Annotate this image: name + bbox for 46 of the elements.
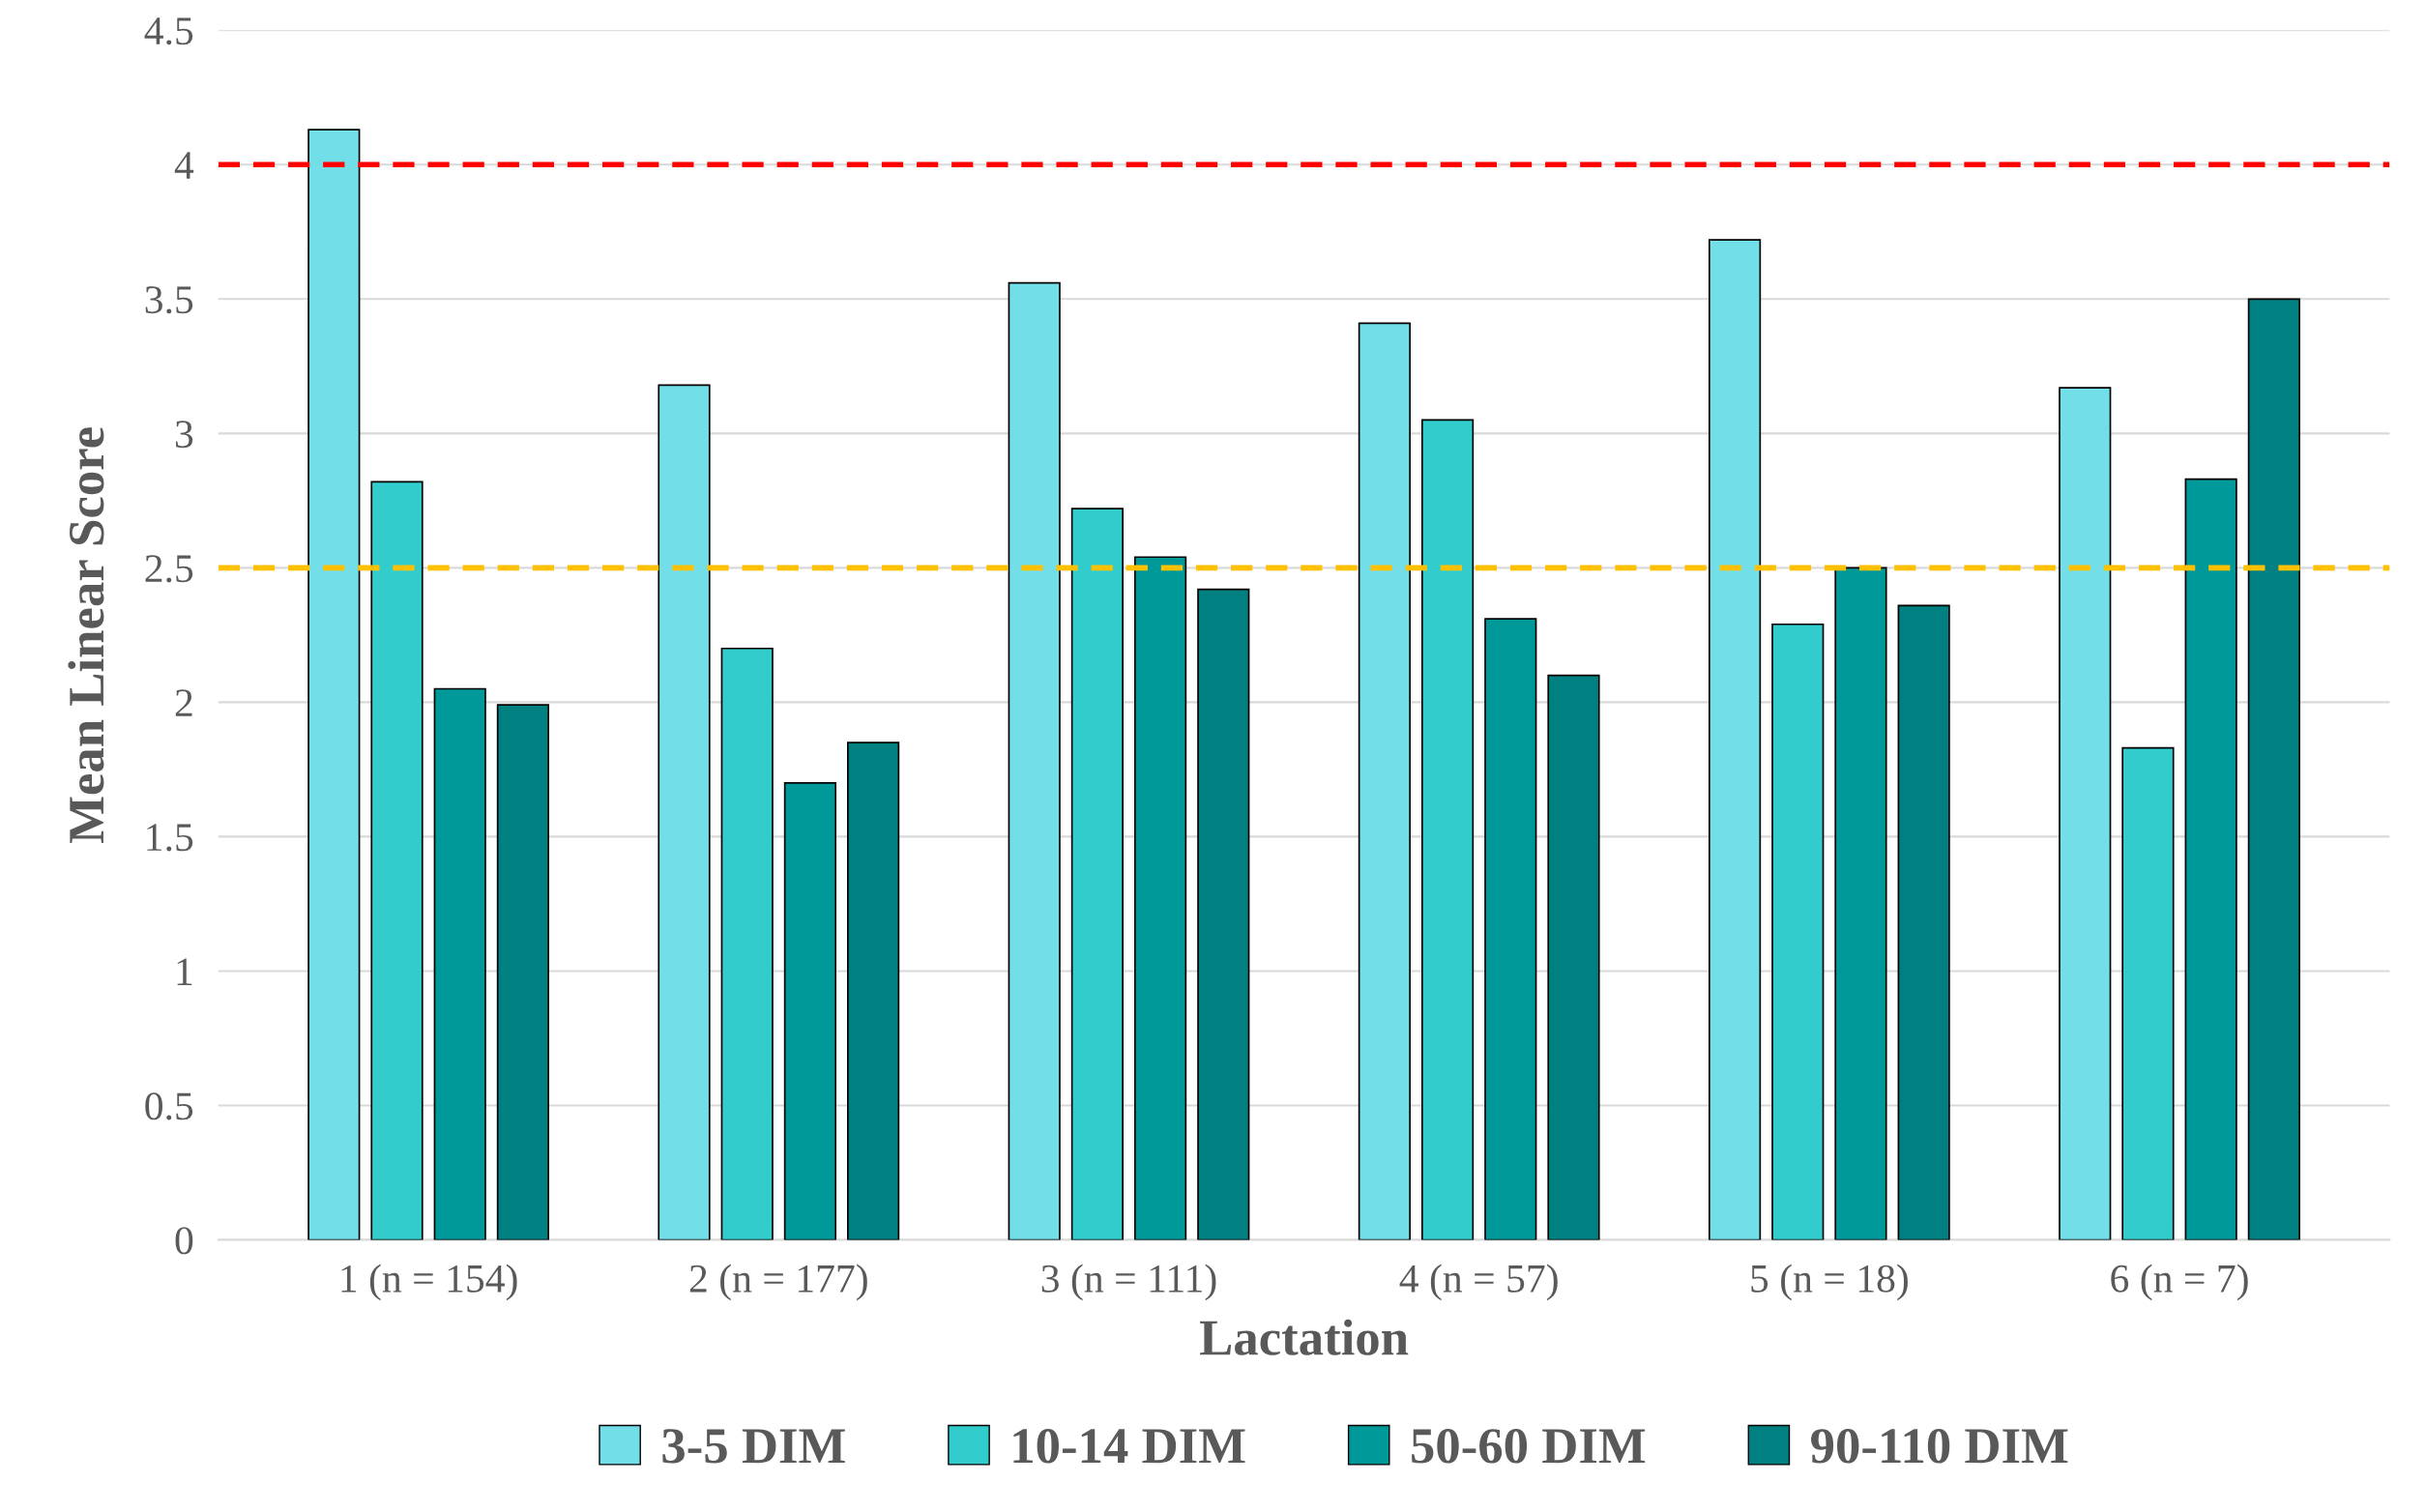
bar	[1897, 604, 1950, 1240]
bar	[1008, 281, 1061, 1240]
legend-label: 10-14 DIM	[1013, 1428, 1245, 1464]
bar	[847, 741, 900, 1240]
bar	[1358, 322, 1411, 1240]
x-tick-label: 1 (n = 154)	[341, 1264, 517, 1301]
bar	[1133, 556, 1187, 1240]
y-tick-label: 1	[177, 958, 192, 985]
legend-label: 3-5 DIM	[662, 1429, 845, 1464]
bar	[783, 781, 836, 1240]
bar	[2121, 746, 2175, 1240]
bar	[1771, 623, 1825, 1240]
bar	[1070, 508, 1124, 1240]
bar	[1420, 419, 1475, 1240]
y-tick-label: 1.5	[147, 824, 193, 852]
bar	[658, 384, 711, 1240]
bar	[1197, 588, 1250, 1240]
bar	[1547, 674, 1600, 1240]
y-tick-label: 2	[175, 689, 192, 716]
bar	[2184, 478, 2237, 1240]
bar	[307, 129, 361, 1240]
y-tick-label: 0.5	[145, 1092, 193, 1120]
y-tick-label: 4.5	[144, 17, 193, 45]
legend-label: 50-60 DIM	[1412, 1428, 1646, 1464]
y-axis-title: Mean Linear Score	[68, 427, 104, 843]
bar	[1834, 567, 1887, 1240]
y-tick-label: 0	[175, 1227, 193, 1255]
bar	[1484, 618, 1537, 1240]
bar	[433, 687, 486, 1240]
y-tick-label: 3.5	[145, 286, 193, 314]
x-tick-label: 4 (n = 57)	[1399, 1264, 1558, 1301]
bar	[720, 647, 774, 1240]
x-tick-label: 5 (n = 18)	[1751, 1264, 1908, 1301]
bar	[2059, 387, 2112, 1240]
x-tick-label: 2 (n = 177)	[689, 1264, 867, 1301]
bar	[2247, 298, 2300, 1240]
legend-label: 90-110 DIM	[1811, 1428, 2068, 1464]
y-tick-label: 2.5	[145, 555, 193, 583]
x-axis-title: Lactation	[1200, 1319, 1409, 1355]
x-tick-label: 3 (n = 111)	[1041, 1264, 1216, 1301]
y-tick-label: 3	[175, 421, 193, 449]
bar	[1708, 239, 1762, 1240]
bar	[370, 480, 424, 1240]
x-tick-label: 6 (n = 7)	[2111, 1264, 2248, 1301]
y-tick-label: 4	[174, 152, 194, 179]
bar	[496, 704, 550, 1240]
